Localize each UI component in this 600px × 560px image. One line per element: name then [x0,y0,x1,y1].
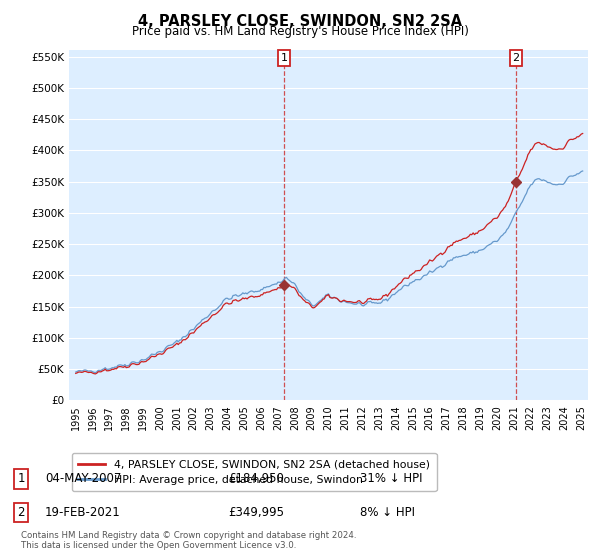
Text: 04-MAY-2007: 04-MAY-2007 [45,472,121,486]
Text: 2: 2 [512,53,520,63]
Text: Contains HM Land Registry data © Crown copyright and database right 2024.
This d: Contains HM Land Registry data © Crown c… [21,530,356,550]
Text: £184,950: £184,950 [228,472,284,486]
Text: 31% ↓ HPI: 31% ↓ HPI [360,472,422,486]
Text: 8% ↓ HPI: 8% ↓ HPI [360,506,415,519]
Text: 19-FEB-2021: 19-FEB-2021 [45,506,121,519]
Text: 1: 1 [281,53,287,63]
Text: 2: 2 [17,506,25,519]
Text: Price paid vs. HM Land Registry's House Price Index (HPI): Price paid vs. HM Land Registry's House … [131,25,469,38]
Text: £349,995: £349,995 [228,506,284,519]
Text: 1: 1 [17,472,25,486]
Text: 4, PARSLEY CLOSE, SWINDON, SN2 2SA: 4, PARSLEY CLOSE, SWINDON, SN2 2SA [138,14,462,29]
Legend: 4, PARSLEY CLOSE, SWINDON, SN2 2SA (detached house), HPI: Average price, detache: 4, PARSLEY CLOSE, SWINDON, SN2 2SA (deta… [72,453,437,492]
